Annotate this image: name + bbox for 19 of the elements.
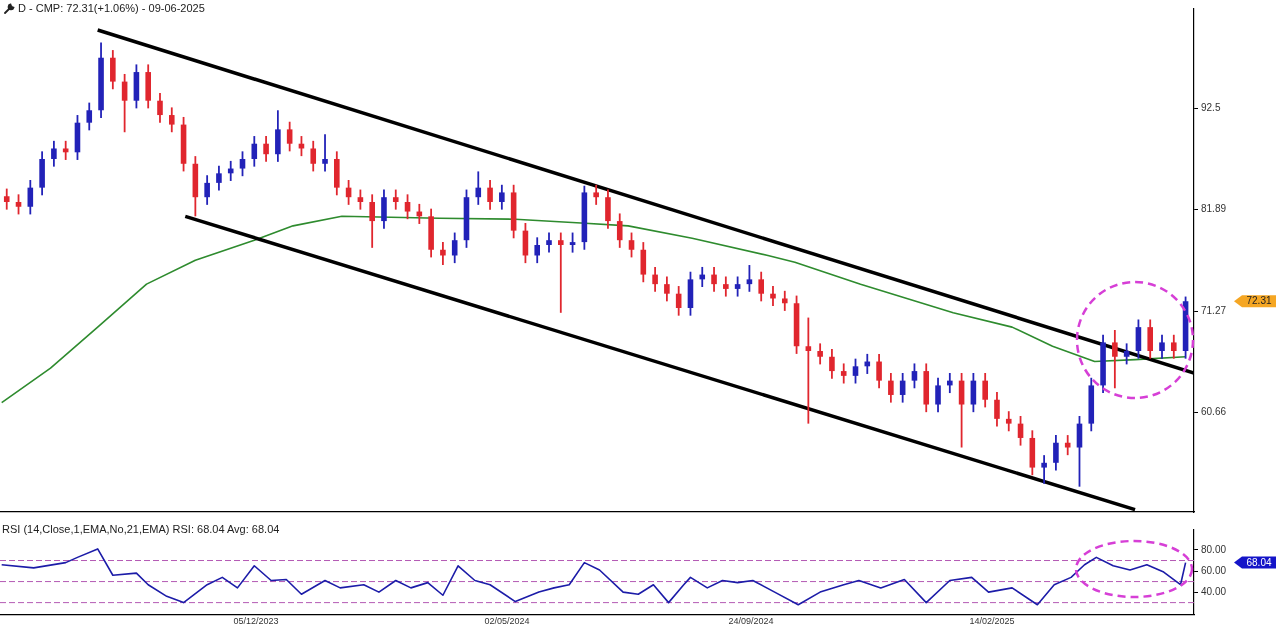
chart-title: RSI (14,Close,1,EMA,No,21,EMA) RSI: 68.04 Avg: 68.04 <box>2 522 280 535</box>
candlestick <box>322 134 328 172</box>
y-tick-label: 60.00 <box>1201 564 1227 576</box>
candlestick <box>1041 455 1047 484</box>
text: 72.31 <box>1246 295 1272 307</box>
y-tick-label: 81.89 <box>1201 203 1227 215</box>
x-tick-label: 05/12/2023 <box>233 616 279 627</box>
x-tick-label: 24/09/2024 <box>728 616 774 627</box>
candlestick <box>805 317 812 424</box>
y-tick-label: 40.00 <box>1201 585 1227 597</box>
x-tick-label: 02/05/2024 <box>484 616 530 627</box>
x-tick-label: 14/02/2025 <box>969 616 1015 627</box>
y-tick-label: 80.00 <box>1201 543 1227 555</box>
y-tick-label: 71.27 <box>1201 304 1227 316</box>
candlestick <box>557 232 564 313</box>
y-tick-label: 92.5 <box>1201 102 1221 114</box>
text: 68.04 <box>1246 556 1272 568</box>
y-tick-label: 60.66 <box>1201 406 1227 418</box>
chart-title: D - CMP: 72.31(+1.06%) - 09-06-2025 <box>18 1 205 14</box>
